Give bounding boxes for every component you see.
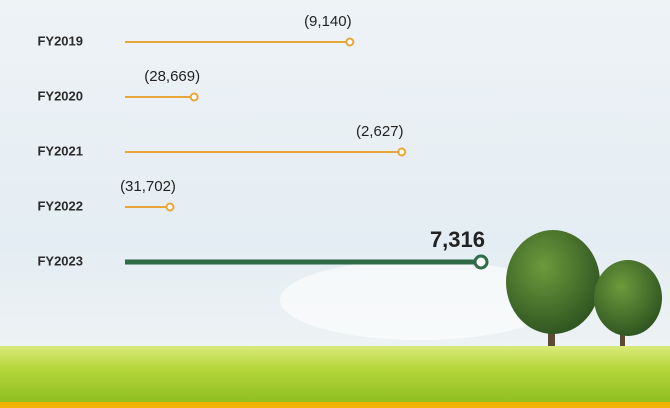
value-label: (9,140)	[304, 13, 352, 30]
value-label: 7,316	[430, 227, 485, 252]
chart: FY2019 (9,140) FY2020 (28,669) FY2021 (2,627)…	[0, 0, 670, 408]
category-label: FY2019	[37, 33, 83, 48]
value-label: (2,627)	[356, 123, 404, 140]
category-label: FY2023	[37, 253, 83, 268]
category-label: FY2021	[37, 143, 83, 158]
category-label: FY2022	[37, 198, 83, 213]
marker	[191, 94, 198, 101]
grass	[0, 346, 670, 402]
category-label: FY2020	[37, 88, 83, 103]
marker	[475, 256, 487, 268]
marker	[398, 149, 405, 156]
value-label: (28,669)	[144, 68, 200, 85]
bottom-bar	[0, 402, 670, 408]
marker	[346, 39, 353, 46]
value-label: (31,702)	[120, 178, 176, 195]
marker	[167, 204, 174, 211]
